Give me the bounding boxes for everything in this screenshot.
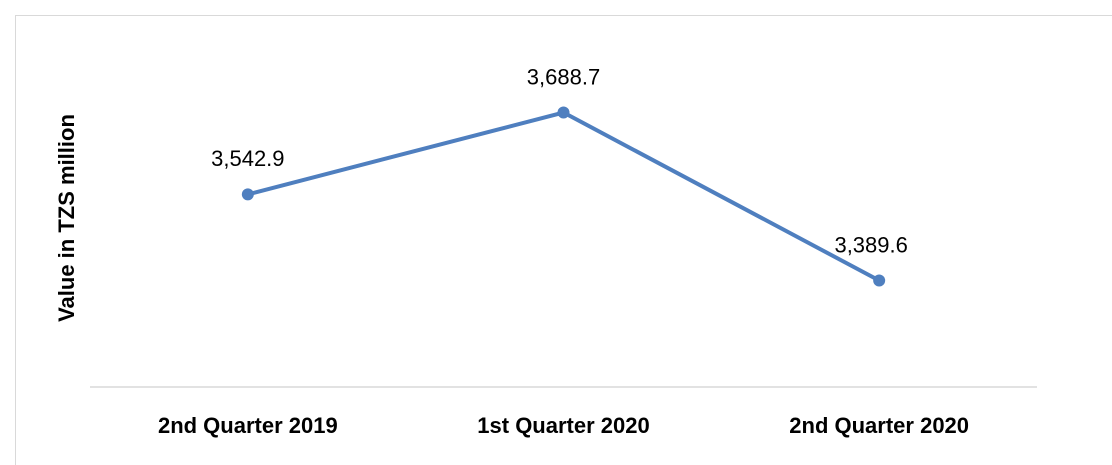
x-tick-label: 1st Quarter 2020 bbox=[477, 413, 649, 438]
x-tick-label: 2nd Quarter 2020 bbox=[789, 413, 969, 438]
data-label: 3,688.7 bbox=[527, 64, 600, 89]
data-label: 3,389.6 bbox=[834, 232, 907, 257]
x-tick-label: 2nd Quarter 2019 bbox=[158, 413, 338, 438]
data-label: 3,542.9 bbox=[211, 146, 284, 171]
point bbox=[873, 274, 886, 287]
point bbox=[241, 188, 254, 201]
chart-border bbox=[15, 15, 1112, 465]
point bbox=[557, 106, 570, 119]
line bbox=[247, 110, 881, 283]
y-axis-label: Value in TZS million bbox=[54, 114, 79, 322]
